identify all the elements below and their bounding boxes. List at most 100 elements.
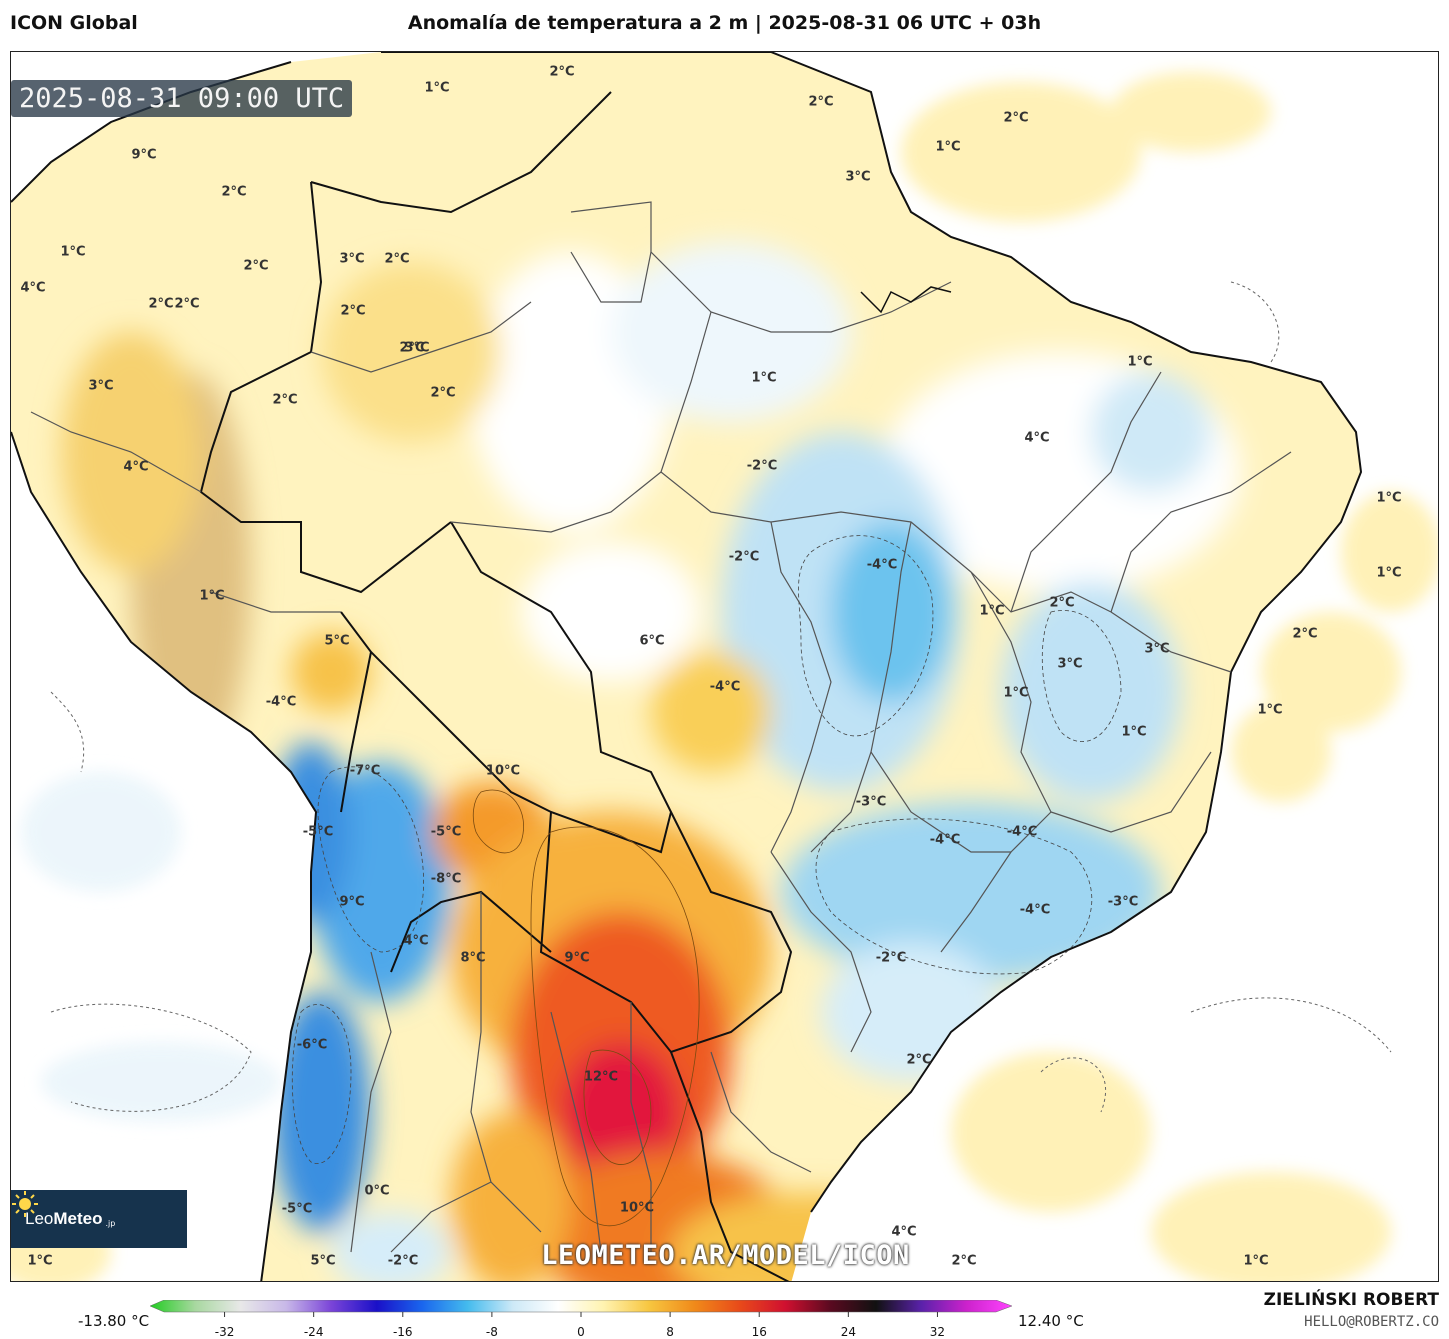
anomaly-value-label: 3°C [88, 378, 114, 394]
anomaly-value-label: -5°C [430, 824, 462, 840]
anomaly-value-label: 1°C [1257, 702, 1283, 718]
country-borders [11, 52, 1363, 1281]
anomaly-value-label: 1°C [199, 588, 225, 604]
colorbar-tick-label: -16 [392, 1325, 413, 1339]
anomaly-value-label: -4°C [265, 694, 297, 710]
logo-text: LeoMeteo [25, 1209, 103, 1228]
anomaly-value-label: 1°C [1121, 724, 1147, 740]
anomaly-value-label: 1°C [1243, 1253, 1269, 1269]
colorbar-tick-label: -24 [303, 1325, 324, 1339]
anomaly-value-label: 2°C [243, 258, 269, 274]
anomaly-value-label: 4°C [20, 280, 46, 296]
anomaly-value-label: 1°C [60, 244, 86, 260]
anomaly-value-label: 2°C [148, 296, 174, 312]
anomaly-value-label: -5°C [281, 1201, 313, 1217]
anomaly-value-label: 2°C [272, 392, 298, 408]
author-credit: ZIELIŃSKI ROBERT [1263, 1290, 1439, 1310]
anomaly-value-label: -2°C [728, 549, 760, 565]
anomaly-value-label: 2°C [1003, 110, 1029, 126]
anomaly-value-label: -5°C [302, 824, 334, 840]
anomaly-value-label: 2°C [906, 1052, 932, 1068]
anomaly-value-label: -4°C [1006, 824, 1038, 840]
anomaly-value-label: 1°C [751, 370, 777, 386]
anomaly-value-label: -8°C [430, 871, 462, 887]
colorbar-tick-label: 16 [751, 1325, 767, 1339]
anomaly-value-label: -4°C [929, 832, 961, 848]
map-canvas [11, 52, 1438, 1281]
anomaly-value-label: 10°C [485, 763, 521, 779]
anomaly-value-label: 2°C [174, 296, 200, 312]
anomaly-value-label: 9°C [131, 147, 157, 163]
anomaly-value-label: 1°C [935, 139, 961, 155]
anomaly-value-label: 2°C [951, 1253, 977, 1269]
colorbar-tick-label: 32 [929, 1325, 946, 1339]
anomaly-value-label: 4°C [1024, 430, 1050, 446]
colorbar-min-label: -13.80 °C [78, 1312, 150, 1330]
anomaly-value-label: 0°C [364, 1183, 390, 1199]
colorbar-max-label: 12.40 °C [1018, 1312, 1084, 1330]
anomaly-value-label: -4°C [866, 557, 898, 573]
anomaly-value-label: 3°C [845, 169, 871, 185]
state-borders [30, 201, 1292, 1253]
anomaly-value-label: -2°C [387, 1253, 419, 1269]
anomaly-value-label: 5°C [324, 633, 350, 649]
anomaly-value-label: 4°C [403, 933, 429, 949]
author-contact: HELLO@ROBERTZ.CO [1304, 1314, 1439, 1330]
warm-contours [472, 789, 700, 1227]
anomaly-value-label: 4°C [891, 1224, 917, 1240]
model-name: ICON Global [10, 12, 138, 34]
anomaly-value-label: -2°C [875, 950, 907, 966]
anomaly-value-label: -7°C [349, 763, 381, 779]
anomaly-map: 9°C 1°C 4°C 3°C 2°C 4°C 1°C 5°C -4°C -7°C -5°C 9°C -… [10, 51, 1439, 1282]
anomaly-contours [291, 535, 1122, 1164]
ocean-anomalies [11, 72, 1438, 1281]
sea-coast-detail [860, 286, 952, 314]
anomaly-value-label: 10°C [619, 1200, 655, 1216]
anomaly-value-label: 2°C [549, 64, 575, 80]
anomaly-value-label: 8°C [460, 950, 486, 966]
anomaly-value-label: 3°C [339, 251, 365, 267]
anomaly-value-label: -3°C [855, 794, 887, 810]
anomaly-value-label: -4°C [709, 679, 741, 695]
anomaly-value-label: 2°C [399, 340, 425, 356]
anomaly-value-label: 1°C [979, 603, 1005, 619]
anomaly-value-label: 1°C [1376, 565, 1402, 581]
anomaly-value-label: 2°C [430, 385, 456, 401]
sun-icon [12, 1191, 38, 1217]
leometeo-logo: LeoMeteo .jp [11, 1190, 187, 1248]
valid-time-badge: 2025-08-31 09:00 UTC [11, 80, 353, 117]
anomaly-value-label: 9°C [339, 894, 365, 910]
anomaly-value-label: 2°C [808, 94, 834, 110]
anomaly-value-label: 2°C [384, 251, 410, 267]
colorbar [150, 1300, 1012, 1317]
anomaly-value-label: -6°C [296, 1037, 328, 1053]
anomaly-value-label: 2°C [340, 303, 366, 319]
anomaly-value-label: 1°C [424, 80, 450, 96]
colorbar-tick-label: -8 [485, 1325, 498, 1339]
anomaly-value-label: -2°C [746, 458, 778, 474]
anomaly-value-label: 2°C [1292, 626, 1318, 642]
anomaly-value-label: 1°C [1376, 490, 1402, 506]
colorbar-tick-label: 24 [840, 1325, 856, 1339]
anomaly-value-label: 4°C [123, 459, 149, 475]
anomaly-value-label: 3°C [1057, 656, 1083, 672]
anomaly-value-label: 1°C [27, 1253, 53, 1269]
anomaly-value-label: 9°C [564, 950, 590, 966]
anomaly-value-label: 6°C [639, 633, 665, 649]
colorbar-bar [150, 1300, 1012, 1313]
colorbar-tick-marks [224, 1312, 938, 1317]
anomaly-value-label: 1°C [1127, 354, 1153, 370]
anomaly-value-label: 12°C [583, 1069, 619, 1085]
anomaly-value-label: -3°C [1107, 894, 1139, 910]
chart-title: Anomalía de temperatura a 2 m | 2025-08-… [407, 12, 1042, 34]
anomaly-value-label: 3°C [404, 340, 430, 356]
site-watermark: LEOMETEO.AR/MODEL/ICON [541, 1240, 910, 1271]
colorbar-tick-label: 8 [666, 1325, 674, 1339]
anomaly-value-label: 1°C [1003, 685, 1029, 701]
colorbar-tick-label: -32 [214, 1325, 235, 1339]
anomaly-value-label: 3°C [1144, 641, 1170, 657]
logo-suffix: .jp [105, 1218, 116, 1228]
colorbar-tick-label: 0 [577, 1325, 585, 1339]
anomaly-value-label: 5°C [310, 1253, 336, 1269]
anomaly-value-label: 2°C [1049, 595, 1075, 611]
